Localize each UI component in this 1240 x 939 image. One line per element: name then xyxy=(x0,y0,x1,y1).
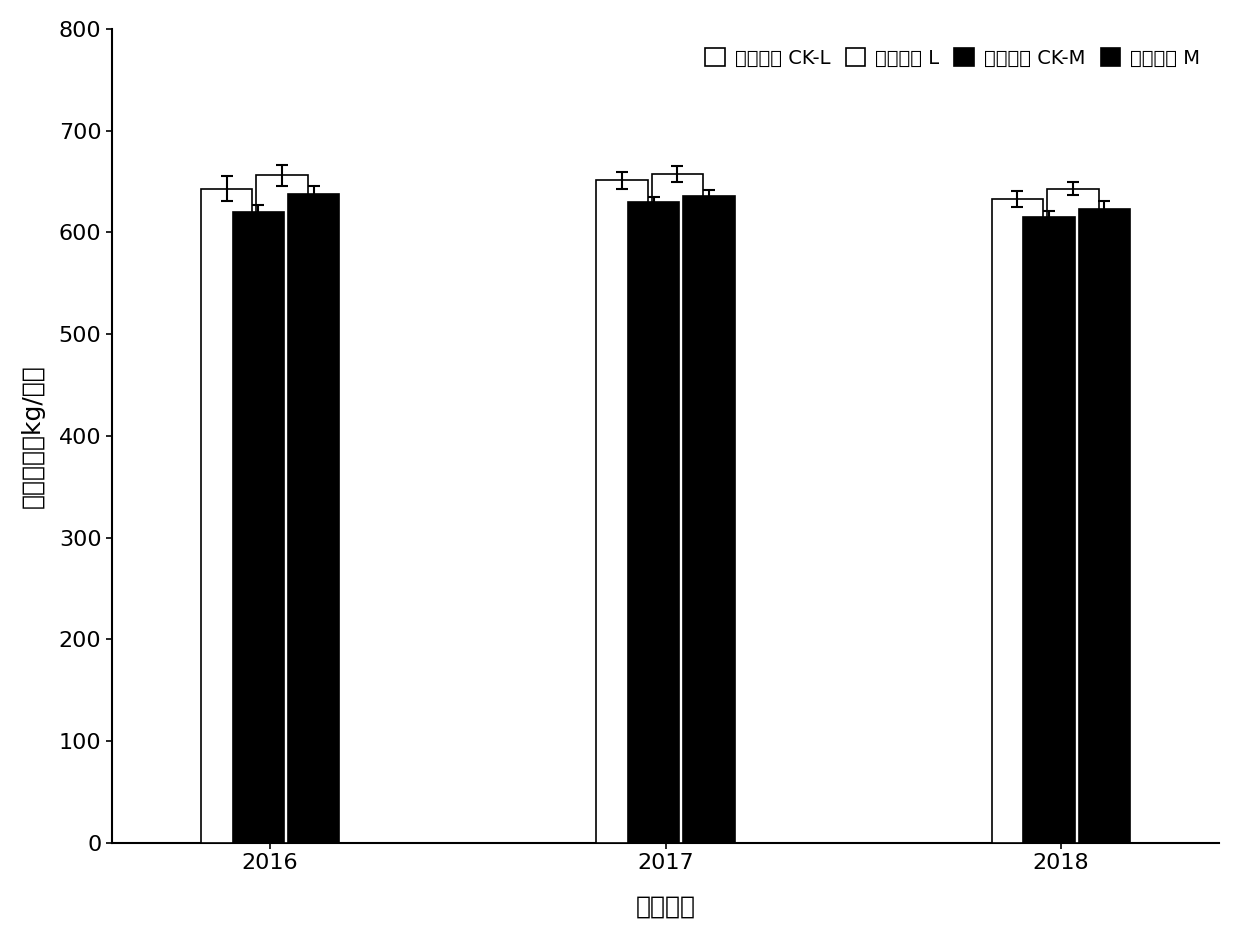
Bar xyxy=(683,195,735,843)
Legend: 轻度污染 CK-L, 轻度污染 L, 中度污染 CK-M, 中度污染 M: 轻度污染 CK-L, 轻度污染 L, 中度污染 CK-M, 中度污染 M xyxy=(696,38,1209,77)
Bar xyxy=(288,193,340,843)
X-axis label: 试验时间: 试验时间 xyxy=(636,894,696,918)
Bar xyxy=(257,176,308,843)
Bar xyxy=(201,189,252,843)
Bar xyxy=(627,202,680,843)
Y-axis label: 水稺产量（kg/亩）: 水稺产量（kg/亩） xyxy=(21,364,45,508)
Bar xyxy=(1047,189,1099,843)
Bar xyxy=(596,180,647,843)
Bar xyxy=(652,175,703,843)
Bar xyxy=(1023,217,1075,843)
Bar xyxy=(233,212,284,843)
Bar xyxy=(992,199,1043,843)
Bar xyxy=(1079,209,1130,843)
